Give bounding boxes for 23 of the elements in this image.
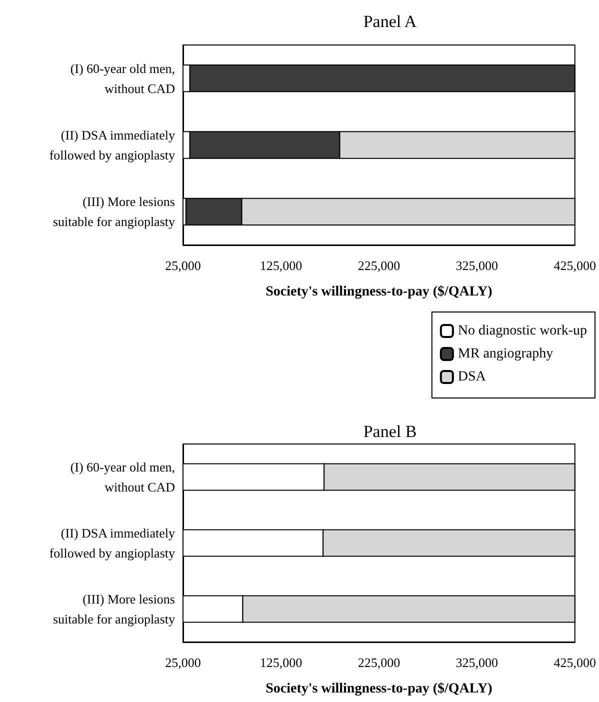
x-tick-label: 425,000 <box>554 655 596 670</box>
chart-title: Panel A <box>363 12 418 31</box>
x-axis-title: Society's willingness-to-pay ($/QALY) <box>266 284 493 300</box>
x-axis-title: Society's willingness-to-pay ($/QALY) <box>266 682 493 696</box>
y-tick-label: (II) DSA immediately followed by angioplasty <box>49 526 176 560</box>
x-tick-label: 125,000 <box>260 258 302 273</box>
chart-title: Panel B <box>363 422 417 441</box>
x-tick-label: 425,000 <box>554 258 596 273</box>
y-tick-label: (I) 60-year old men, without CAD <box>70 460 175 494</box>
x-tick-label: 225,000 <box>358 655 400 670</box>
x-tick-label: 125,000 <box>260 655 302 670</box>
x-tick-label: 325,000 <box>456 258 498 273</box>
x-tick-label: 325,000 <box>456 655 498 670</box>
legend-label: MR angiography <box>458 346 554 362</box>
x-tick-label: 225,000 <box>358 258 400 273</box>
x-tick-label: 25,000 <box>165 258 201 273</box>
x-tick-label: 25,000 <box>165 655 201 670</box>
y-tick-label: (II) DSA immediately followed by angioplasty <box>49 128 176 162</box>
legend-label: DSA <box>458 370 487 384</box>
y-tick-label: (III) More lesions suitable for angioplasty <box>52 194 176 230</box>
legend-label: No diagnostic work-up <box>458 324 588 338</box>
y-tick-label: (III) More lesions suitable for angioplasty <box>52 592 176 626</box>
y-tick-label: (I) 60-year old men, without CAD <box>70 60 175 96</box>
